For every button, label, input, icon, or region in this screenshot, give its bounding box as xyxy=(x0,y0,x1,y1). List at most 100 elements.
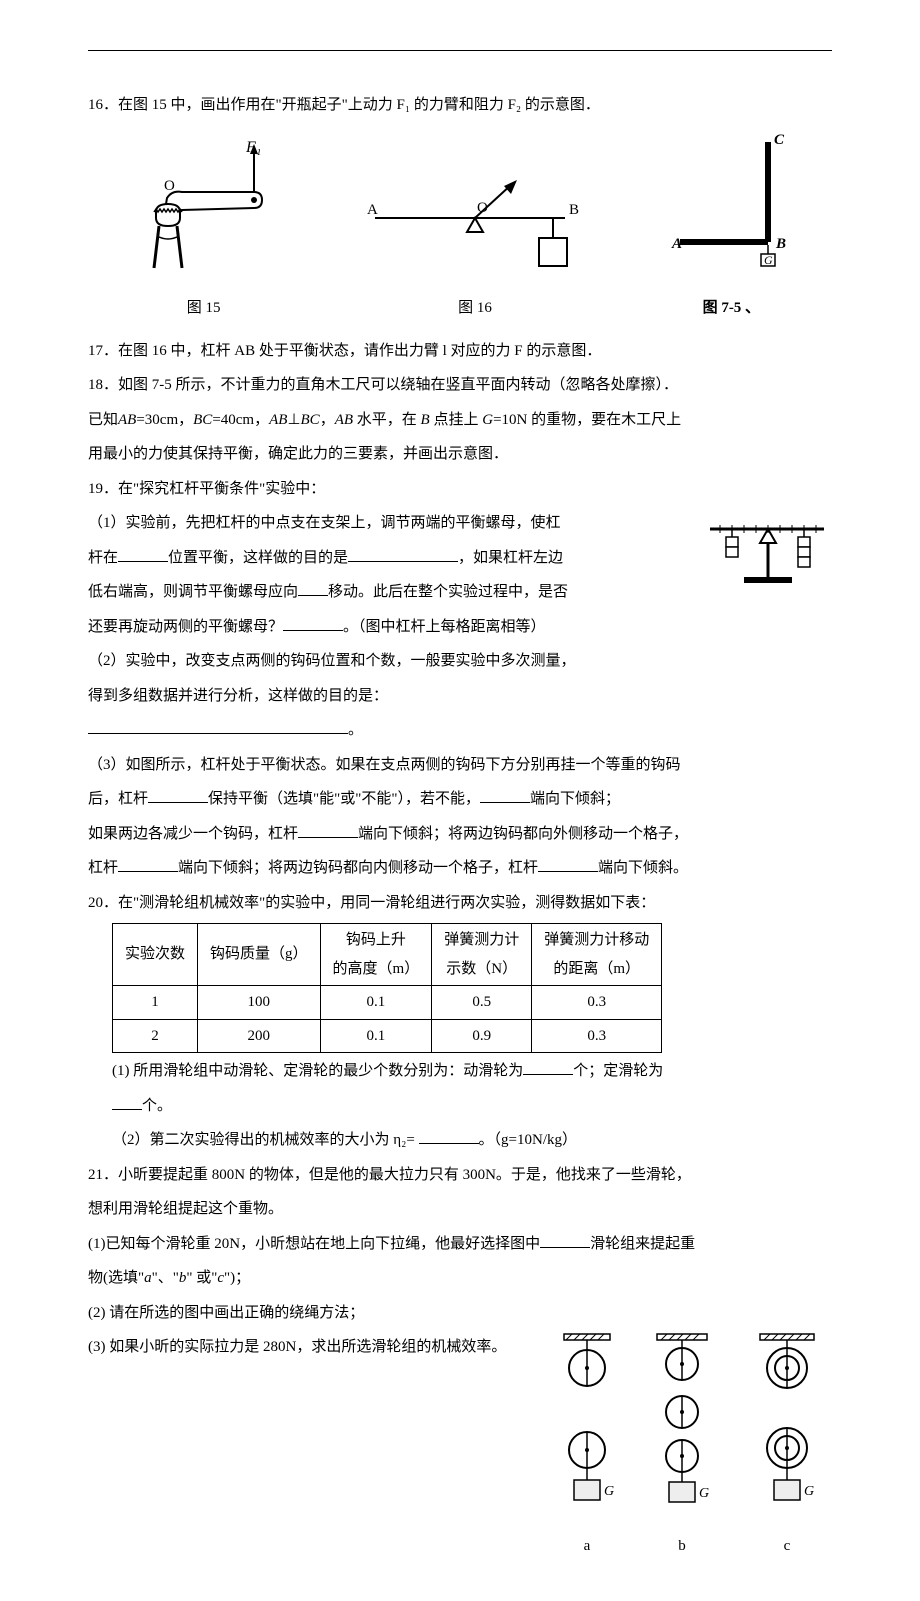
t5: 移动。此后在整个实验过程中，是否 xyxy=(328,584,568,600)
blank xyxy=(148,788,208,803)
q19-2c: 。 xyxy=(88,716,832,745)
label-a: a xyxy=(552,1532,622,1561)
t6: 还要再旋动两侧的平衡螺母？ xyxy=(88,619,283,635)
q18-ab1: AB xyxy=(118,412,136,428)
q18-g: ⊥ xyxy=(287,412,300,428)
q16-text: 16．在图 15 中，画出作用在"开瓶起子"上动力 F₁ 的力臂和阻力 F₂ 的… xyxy=(88,91,832,120)
label-c: c xyxy=(742,1532,832,1561)
g75: G xyxy=(764,253,773,267)
pulley-figures: G a G b xyxy=(552,1332,832,1561)
q17-text: 17．在图 16 中，杠杆 AB 处于平衡状态，请作出力臂 l 对应的力 F 的… xyxy=(88,337,832,366)
q21-1: 21．小昕要提起重 800N 的物体，但是他的最大拉力只有 300N。于是，他找… xyxy=(88,1161,832,1190)
t21: (1)已知每个滑轮重 20N，小昕想站在地上向下拉绳，他最好选择图中 xyxy=(88,1236,540,1252)
o-label: O xyxy=(164,178,175,194)
t11: 端向下倾斜； xyxy=(530,791,620,807)
fig15: F₁ O 图 15 xyxy=(124,140,284,323)
c: 200 xyxy=(198,1019,321,1053)
q19-3b: 后，杠杆保持平衡（选填"能"或"不能"），若不能，端向下倾斜； xyxy=(88,785,832,814)
fig75-svg: A B C G xyxy=(666,130,796,280)
blank xyxy=(538,857,598,872)
t23c: " 或" xyxy=(186,1270,217,1286)
c: 1 xyxy=(113,986,198,1020)
q20-1c2: 个。 xyxy=(88,1092,832,1121)
blank xyxy=(523,1060,573,1075)
t16: 端向下倾斜。 xyxy=(598,860,688,876)
c: 0.3 xyxy=(532,1019,662,1053)
fig15-svg: F₁ O xyxy=(124,140,284,280)
q21-p1: (1)已知每个滑轮重 20N，小昕想站在地上向下拉绳，他最好选择图中 滑轮组来提起… xyxy=(88,1230,832,1259)
c: 0.1 xyxy=(320,1019,432,1053)
f1-label: F₁ xyxy=(245,140,261,156)
c: 0.1 xyxy=(320,986,432,1020)
table-header-row: 实验次数 钩码质量（g） 钩码上升的高度（m） 弹簧测力计示数（N） 弹簧测力计… xyxy=(113,924,662,986)
q19-2b: 得到多组数据并进行分析，这样做的目的是： xyxy=(88,682,832,711)
q21-p1c: 物(选填"a"、"b" 或"c")； xyxy=(88,1264,832,1293)
t7: 。（图中杠杆上每格距离相等） xyxy=(343,619,546,635)
g-c: G xyxy=(804,1484,814,1499)
blank xyxy=(540,1233,590,1248)
blank xyxy=(118,857,178,872)
fig16-caption: 图 16 xyxy=(355,294,595,323)
t1: 杆在 xyxy=(88,550,118,566)
t4: 低右端高，则调节平衡螺母应向 xyxy=(88,584,298,600)
q18-m: 点挂上 xyxy=(430,412,483,428)
t17: (1) 所用滑轮组中动滑轮、定滑轮的最少个数分别为：动滑轮为 xyxy=(112,1063,523,1079)
q18-a: 已知 xyxy=(88,412,118,428)
h4: 弹簧测力计移动的距离（m） xyxy=(532,924,662,986)
label-b: b xyxy=(643,1532,721,1561)
t3: ，如果杠杆左边 xyxy=(458,550,563,566)
c: 0.5 xyxy=(432,986,532,1020)
fig15-caption: 图 15 xyxy=(124,294,284,323)
q18-n: G xyxy=(482,412,493,428)
blank xyxy=(298,823,358,838)
g-a: G xyxy=(604,1484,614,1499)
q19-3d: 杠杆端向下倾斜；将两边钩码都向内侧移动一个格子，杠杆端向下倾斜。 xyxy=(88,854,832,883)
blank xyxy=(298,581,328,596)
top-rule xyxy=(88,50,832,51)
c75: C xyxy=(774,132,785,148)
q18-bc: BC xyxy=(193,412,212,428)
h1: 钩码质量（g） xyxy=(198,924,321,986)
fig16-svg: A B O xyxy=(355,170,595,280)
h0: 实验次数 xyxy=(113,924,198,986)
q18-ab2: AB xyxy=(269,412,287,428)
blank xyxy=(283,616,343,631)
q18-c: =30cm， xyxy=(136,412,193,428)
b75: B xyxy=(775,236,786,252)
t18b: 个。 xyxy=(142,1098,172,1114)
q19-figure xyxy=(702,509,832,600)
t9: 后，杠杆 xyxy=(88,791,148,807)
t15: 端向下倾斜；将两边钩码都向内侧移动一个格子，杠杆 xyxy=(178,860,538,876)
q19-title: 19．在"探究杠杆平衡条件"实验中： xyxy=(88,475,832,504)
q19-1d: 还要再旋动两侧的平衡螺母？ 。（图中杠杆上每格距离相等） xyxy=(88,613,832,642)
t12: 如果两边各减少一个钩码，杠杆 xyxy=(88,826,298,842)
q18-l: B xyxy=(421,412,430,428)
t18: 个；定滑轮为 xyxy=(573,1063,663,1079)
figure-row: F₁ O 图 15 A B O xyxy=(88,130,832,323)
t2: 位置平衡，这样做的目的是 xyxy=(168,550,348,566)
q19-3a: （3）如图所示，杠杆处于平衡状态。如果在支点两侧的钩码下方分别再挂一个等重的钩码 xyxy=(88,751,832,780)
b-label: B xyxy=(569,202,579,218)
blank xyxy=(419,1129,479,1144)
t23a: 物(选填" xyxy=(88,1270,144,1286)
fig75: A B C G 图 7-5 、 xyxy=(666,130,796,323)
h3: 弹簧测力计示数（N） xyxy=(432,924,532,986)
c: 0.3 xyxy=(532,986,662,1020)
table-row: 2 200 0.1 0.9 0.3 xyxy=(113,1019,662,1053)
q20-2: （2）第二次实验得出的机械效率的大小为 η₂= 。（g=10N/kg） xyxy=(88,1126,832,1155)
fig16: A B O 图 16 xyxy=(355,170,595,323)
q20-title: 20．在"测滑轮组机械效率"的实验中，用同一滑轮组进行两次实验，测得数据如下表： xyxy=(88,889,832,918)
t22: 滑轮组来提起重 xyxy=(590,1236,695,1252)
q18-bc2: BC xyxy=(301,412,320,428)
g-b: G xyxy=(699,1486,709,1501)
q21-2: 想利用滑轮组提起这个重物。 xyxy=(88,1195,832,1224)
pulley-b: G b xyxy=(643,1332,721,1561)
a-label: A xyxy=(367,202,378,218)
opt-a: a xyxy=(144,1270,152,1286)
pulley-a: G a xyxy=(552,1332,622,1561)
q18-line2: 已知AB=30cm，BC=40cm，AB⊥BC，AB 水平，在 B 点挂上 G=… xyxy=(88,406,832,435)
pulley-c: G c xyxy=(742,1332,832,1561)
blank xyxy=(118,547,168,562)
c: 0.9 xyxy=(432,1019,532,1053)
t13: 端向下倾斜；将两边钩码都向外侧移动一个格子， xyxy=(358,826,688,842)
